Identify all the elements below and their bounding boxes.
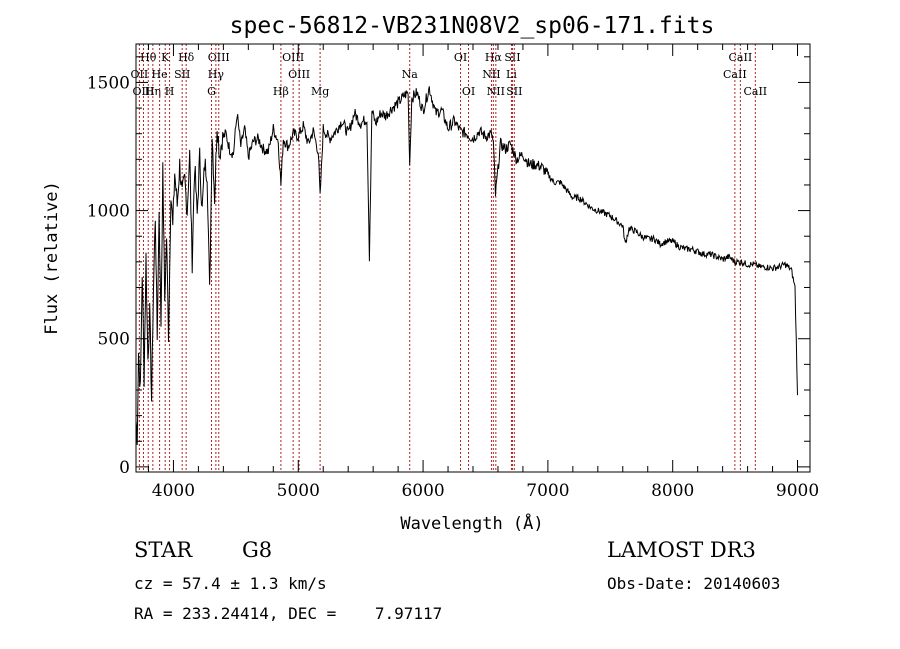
line-marker-label-8: Hδ	[178, 51, 195, 64]
survey-name: LAMOST DR3	[607, 538, 756, 562]
line-marker-label-25: CaII	[729, 51, 753, 64]
line-marker-label-0: Hθ	[140, 51, 157, 64]
line-marker-label-6: SII	[174, 68, 190, 81]
line-marker-label-3: Hη	[145, 85, 161, 98]
line-marker-label-22: Li	[506, 68, 517, 81]
y-tick-label-3: 1500	[87, 73, 130, 93]
line-marker-label-24: SII	[506, 85, 522, 98]
spectrum-line	[135, 86, 798, 446]
y-tick-label-0: 0	[119, 458, 130, 478]
x-tick-label-4: 8000	[651, 481, 694, 501]
observation-date: Obs-Date: 20140603	[607, 574, 781, 593]
line-marker-label-23: NII	[487, 85, 505, 98]
line-marker-label-26: CaII	[723, 68, 747, 81]
x-tick-label-5: 9000	[776, 481, 819, 501]
redshift-readout: cz = 57.4 ± 1.3 km/s	[134, 574, 327, 593]
x-tick-label-3: 7000	[526, 481, 569, 501]
object-subclass: G8	[242, 538, 273, 562]
line-marker-label-18: OI	[462, 85, 475, 98]
line-marker-label-14: Hβ	[273, 85, 289, 98]
line-marker-label-27: CaII	[743, 85, 767, 98]
line-marker-label-9: OIII	[208, 51, 230, 64]
line-marker-label-16: Na	[402, 68, 419, 81]
line-marker-label-7: H	[165, 85, 175, 98]
line-marker-label-1: OII	[131, 68, 149, 81]
object-class: STAR	[134, 538, 193, 562]
plot-frame	[135, 43, 811, 473]
line-marker-label-13: OIII	[288, 68, 310, 81]
line-marker-label-19: Hα	[485, 51, 503, 64]
x-axis-label: Wavelength (Å)	[400, 512, 543, 534]
y-tick-label-2: 1000	[87, 202, 130, 222]
x-tick-label-0: 4000	[152, 481, 195, 501]
line-marker-label-15: Mg	[311, 85, 329, 98]
line-marker-label-17: OI	[454, 51, 467, 64]
line-marker-label-10: Hγ	[208, 68, 225, 81]
line-marker-label-11: G	[207, 85, 216, 98]
line-marker-label-5: He	[152, 68, 168, 81]
y-tick-label-1: 500	[98, 330, 130, 350]
spectrum-layer	[135, 86, 798, 446]
x-tick-label-2: 6000	[401, 481, 444, 501]
coordinates-readout: RA = 233.24414, DEC = 7.97117	[134, 604, 443, 623]
line-marker-label-4: K	[161, 51, 170, 64]
x-tick-label-1: 5000	[277, 481, 320, 501]
line-marker-label-12: OIII	[282, 51, 304, 64]
line-marker-label-20: SII	[504, 51, 520, 64]
chart-title: spec-56812-VB231N08V2_sp06-171.fits	[230, 13, 715, 39]
line-marker-label-21: NII	[482, 68, 500, 81]
y-axis-label: Flux (relative)	[42, 181, 62, 335]
axes-layer: 4000 5000 6000 7000 8000 9000 0 500 1000 1500	[87, 43, 819, 501]
line-marker-label-2: OIII	[132, 85, 154, 98]
